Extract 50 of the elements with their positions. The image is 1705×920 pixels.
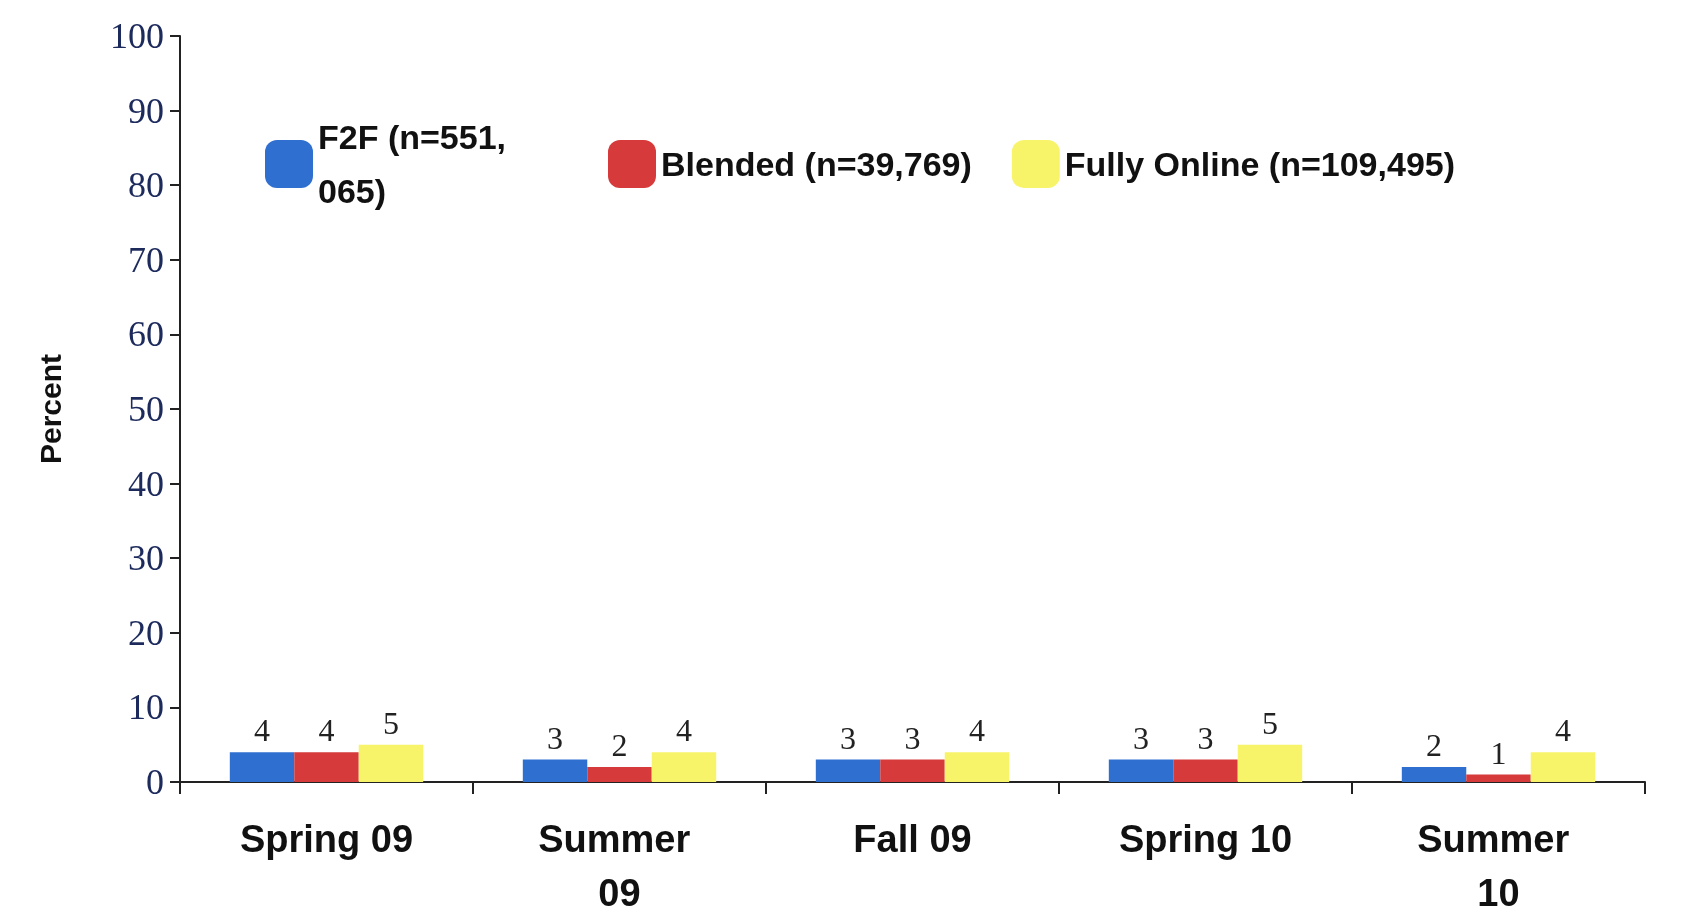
- data-label: 3: [904, 719, 921, 756]
- y-tick-label: 50: [128, 389, 164, 429]
- y-axis-title: Percent: [33, 353, 67, 465]
- legend-label: F2F (n=551,065): [318, 118, 507, 210]
- bar: [1173, 759, 1238, 782]
- data-label: 3: [547, 719, 564, 756]
- data-label: 4: [318, 712, 335, 749]
- bar: [1108, 759, 1174, 782]
- bar: [229, 752, 295, 782]
- bar: [1530, 752, 1596, 782]
- x-tick-label: Summer 10: [1417, 818, 1580, 914]
- y-tick-label: 0: [146, 762, 164, 802]
- x-tick-label: Spring 10: [1118, 818, 1293, 860]
- bar: [1466, 774, 1531, 782]
- bar: [294, 752, 359, 782]
- y-tick-label: 100: [110, 16, 164, 56]
- data-label: 3: [840, 719, 857, 756]
- y-tick-label: 40: [128, 463, 164, 504]
- bar: [944, 752, 1010, 782]
- data-label: 4: [968, 712, 985, 749]
- y-tick-label: 70: [128, 239, 164, 280]
- data-label: 4: [1554, 712, 1571, 749]
- y-tick-label: 80: [128, 165, 164, 206]
- y-tick-label: 60: [128, 314, 164, 355]
- data-label: 4: [675, 712, 692, 749]
- bar: [522, 759, 588, 782]
- bar: [880, 759, 945, 782]
- data-label: 5: [382, 704, 399, 741]
- bar: [651, 752, 717, 782]
- legend-label: Fully Online (n=109,495): [1064, 145, 1456, 183]
- data-label: 4: [254, 712, 271, 749]
- bar: [1237, 744, 1303, 782]
- y-tick-label: 20: [128, 612, 164, 653]
- y-tick-label: 90: [128, 90, 164, 131]
- y-tick-label: 30: [128, 538, 164, 579]
- data-label: 3: [1133, 719, 1150, 756]
- bar: [1401, 767, 1467, 782]
- x-tick-label: Spring 09: [239, 818, 414, 860]
- data-label: 3: [1197, 719, 1214, 756]
- y-tick-label: 10: [128, 687, 164, 728]
- legend-label: Blended (n=39,769): [661, 145, 972, 183]
- bar: [358, 744, 424, 782]
- x-tick-label: Summer 09: [538, 818, 701, 914]
- data-label: 2: [611, 727, 628, 764]
- data-label: 5: [1261, 704, 1278, 741]
- data-label: 2: [1426, 727, 1443, 764]
- bar: [815, 759, 881, 782]
- data-label: 1: [1490, 734, 1507, 771]
- bar: [587, 767, 652, 782]
- x-tick-label: Fall 09: [853, 818, 972, 860]
